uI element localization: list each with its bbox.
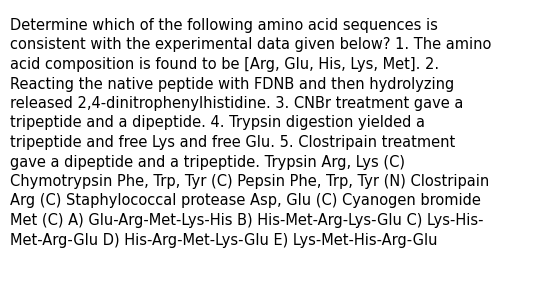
Text: acid composition is found to be [Arg, Glu, His, Lys, Met]. 2.: acid composition is found to be [Arg, Gl… <box>10 57 439 72</box>
Text: Chymotrypsin Phe, Trp, Tyr (C) Pepsin Phe, Trp, Tyr (N) Clostripain: Chymotrypsin Phe, Trp, Tyr (C) Pepsin Ph… <box>10 174 489 189</box>
Text: gave a dipeptide and a tripeptide. Trypsin Arg, Lys (C): gave a dipeptide and a tripeptide. Tryps… <box>10 154 405 169</box>
Text: Determine which of the following amino acid sequences is: Determine which of the following amino a… <box>10 18 438 33</box>
Text: consistent with the experimental data given below? 1. The amino: consistent with the experimental data gi… <box>10 38 492 52</box>
Text: released 2,4-dinitrophenylhistidine. 3. CNBr treatment gave a: released 2,4-dinitrophenylhistidine. 3. … <box>10 96 463 111</box>
Text: tripeptide and a dipeptide. 4. Trypsin digestion yielded a: tripeptide and a dipeptide. 4. Trypsin d… <box>10 115 425 130</box>
Text: Met-Arg-Glu D) His-Arg-Met-Lys-Glu E) Lys-Met-His-Arg-Glu: Met-Arg-Glu D) His-Arg-Met-Lys-Glu E) Ly… <box>10 233 437 248</box>
Text: Met (C) A) Glu-Arg-Met-Lys-His B) His-Met-Arg-Lys-Glu C) Lys-His-: Met (C) A) Glu-Arg-Met-Lys-His B) His-Me… <box>10 213 483 228</box>
Text: Arg (C) Staphylococcal protease Asp, Glu (C) Cyanogen bromide: Arg (C) Staphylococcal protease Asp, Glu… <box>10 193 481 209</box>
Text: tripeptide and free Lys and free Glu. 5. Clostripain treatment: tripeptide and free Lys and free Glu. 5.… <box>10 135 455 150</box>
Text: Reacting the native peptide with FDNB and then hydrolyzing: Reacting the native peptide with FDNB an… <box>10 76 454 91</box>
